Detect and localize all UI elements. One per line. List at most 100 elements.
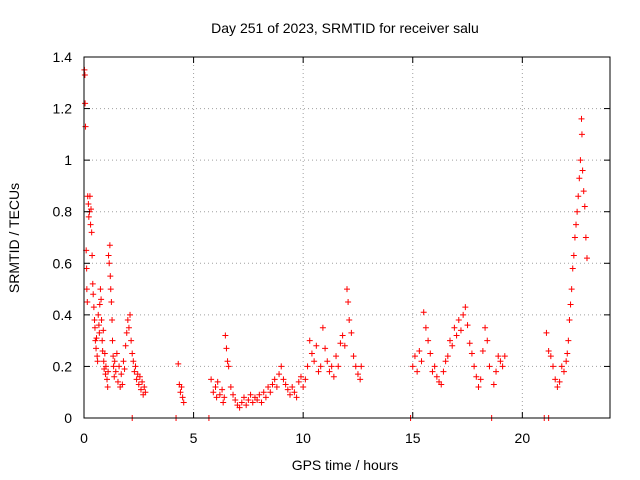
data-point [578,115,585,122]
data-point [83,286,90,293]
data-point [106,242,113,249]
data-point [222,332,229,339]
data-point [422,324,429,331]
data-point [440,368,447,375]
data-point [575,193,582,200]
data-point [319,324,326,331]
data-point [473,373,480,380]
data-point [92,337,99,344]
data-point [345,298,352,305]
data-point [425,337,432,344]
data-point [444,353,451,360]
data-point [129,350,136,357]
data-point [95,322,102,329]
data-point [545,347,552,354]
data-point [583,255,590,262]
y-tick-label: 0.4 [53,307,73,323]
data-point [100,327,107,334]
data-point [85,200,92,207]
data-point [101,350,108,357]
data-point [335,363,342,370]
data-point [175,360,182,367]
data-point [224,358,231,365]
x-axis-label: GPS time / hours [292,457,399,473]
data-point [280,376,287,383]
data-point [95,311,102,318]
data-point [102,363,109,370]
data-point [104,376,111,383]
data-point [107,286,114,293]
chart-title: Day 251 of 2023, SRMTID for receiver sal… [211,20,479,36]
x-tick-label: 20 [515,430,531,446]
data-point [87,221,94,228]
data-point [245,396,252,403]
data-point [254,396,261,403]
data-point [90,291,97,298]
data-point [499,363,506,370]
data-point [295,378,302,385]
data-point [576,175,583,182]
data-point [249,399,256,406]
data-point [464,322,471,329]
data-point [82,123,89,130]
data-point [84,298,91,305]
data-point [111,358,118,365]
data-point [90,304,97,311]
data-points [81,66,590,421]
data-point [116,363,123,370]
data-point [333,353,340,360]
data-point [358,363,365,370]
data-point [105,252,112,259]
data-point [579,167,586,174]
data-point [114,378,121,385]
data-point [348,329,355,336]
data-point [273,384,280,391]
data-point [137,386,144,393]
data-point [227,384,234,391]
x-tick-label: 15 [405,430,421,446]
data-point [86,193,93,200]
y-tick-label: 1.2 [53,101,73,117]
data-point [97,286,104,293]
data-point [214,378,221,385]
data-point [83,265,90,272]
y-tick-label: 1.4 [53,49,73,65]
data-point [571,234,578,241]
data-point [477,376,484,383]
data-point [262,394,269,401]
data-point [317,363,324,370]
data-point [460,311,467,318]
data-point [180,399,187,406]
data-point [243,402,250,409]
data-point [93,345,100,352]
data-point [82,100,89,107]
data-point [577,157,584,164]
data-point [216,391,223,398]
data-point [121,366,128,373]
data-point [110,353,117,360]
data-point [106,260,113,267]
data-point [352,363,359,370]
data-point [123,329,130,336]
data-point [108,298,115,305]
data-point [293,394,300,401]
data-point [580,188,587,195]
data-point [94,358,101,365]
data-point [409,363,416,370]
data-point [122,342,129,349]
grid [84,57,610,418]
data-point [178,384,185,391]
ticks: 0 5 10 15 20 0 0.2 0.4 0.6 0.8 1 1.2 1.4 [53,49,610,446]
data-point [236,404,243,411]
data-point [265,384,272,391]
data-point [282,381,289,388]
data-point [552,376,559,383]
data-point [570,252,577,259]
data-point [438,381,445,388]
data-point [91,324,98,331]
data-point [221,394,228,401]
data-point [468,350,475,357]
data-point [113,350,120,357]
data-point [89,280,96,287]
